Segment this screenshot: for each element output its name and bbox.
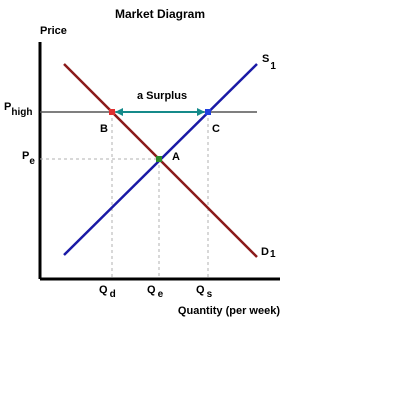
point-c-label: C xyxy=(212,123,220,135)
y-axis-label: Price xyxy=(40,25,67,37)
x-axis-label: Quantity (per week) xyxy=(178,305,280,317)
demand-label: D1 xyxy=(261,246,276,260)
point-a-label: A xyxy=(172,151,180,163)
surplus-label: a Surplus xyxy=(137,90,187,102)
point-b-label: B xyxy=(100,123,108,135)
supply-label: S1 xyxy=(262,53,276,72)
point-c-marker xyxy=(205,109,211,115)
price-high-label: Phigh xyxy=(4,101,32,118)
price-eq-label: Pe xyxy=(22,150,35,167)
point-b-marker xyxy=(109,109,115,115)
diagram-title: Market Diagram xyxy=(115,7,205,21)
point-a-marker xyxy=(156,156,162,162)
